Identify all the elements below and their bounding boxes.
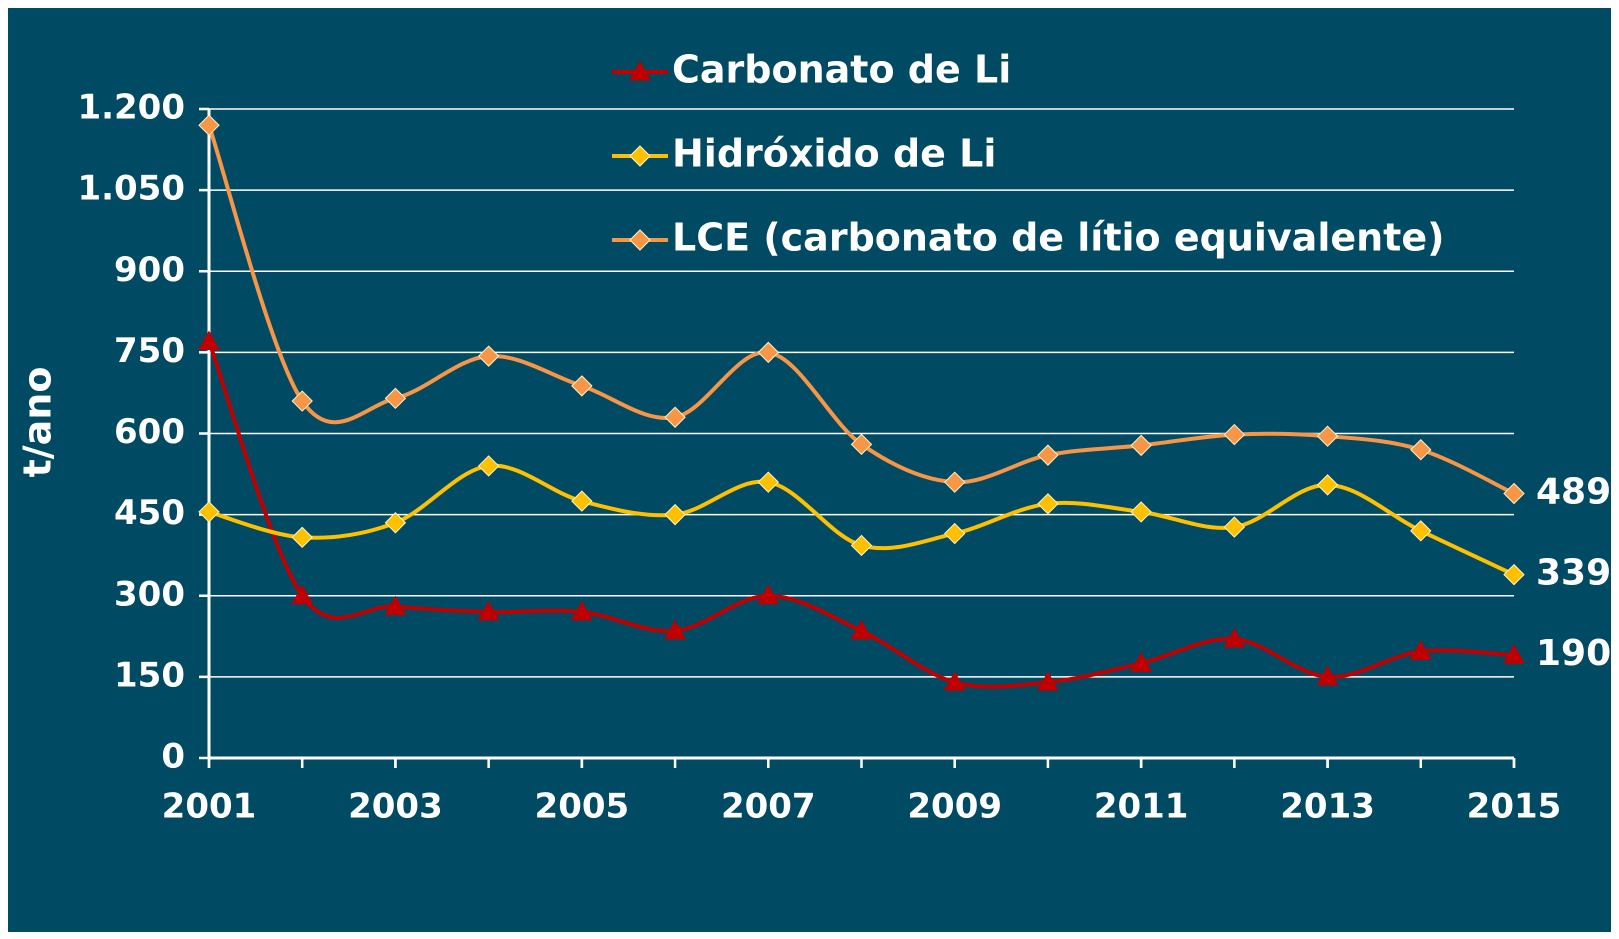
data-point (850, 619, 873, 640)
data-point (571, 600, 593, 621)
x-tick-label: 2001 (162, 787, 257, 827)
data-point (571, 375, 593, 397)
x-tick-label: 2007 (721, 787, 816, 827)
data-point (198, 330, 220, 351)
data-point (291, 390, 313, 412)
chart-background (8, 8, 1611, 932)
legend-label: Hidróxido de Li (672, 132, 996, 176)
data-point (1130, 501, 1152, 523)
x-tick-label: 2003 (348, 787, 443, 827)
data-point (477, 600, 500, 621)
data-point (1223, 627, 1246, 648)
end-label: 190 (1536, 633, 1611, 674)
y-tick-label: 1.200 (77, 88, 185, 128)
legend-marker (629, 145, 651, 167)
data-point (850, 433, 873, 456)
data-point (1037, 444, 1059, 466)
data-point (1037, 671, 1059, 691)
data-point (291, 526, 313, 549)
data-point (1410, 439, 1432, 461)
y-tick-label: 900 (114, 250, 185, 290)
data-point (1503, 563, 1525, 586)
data-point (850, 534, 873, 557)
y-axis-label: t/ano (16, 367, 60, 478)
y-tick-label: 0 (161, 737, 185, 777)
data-point (1503, 482, 1525, 505)
data-point (291, 584, 314, 605)
data-point (198, 501, 220, 523)
data-point (198, 114, 220, 136)
data-point (944, 522, 966, 545)
data-point (664, 619, 686, 640)
x-tick-label: 2015 (1467, 787, 1562, 827)
series-line (207, 340, 1515, 689)
legend-label: LCE (carbonato de lítio equivalente) (672, 216, 1444, 260)
data-point (571, 490, 593, 512)
data-point (477, 455, 500, 477)
y-tick-label: 450 (114, 493, 185, 533)
data-point (1223, 423, 1246, 446)
data-point (1316, 474, 1339, 496)
data-point (943, 671, 966, 691)
x-tick-label: 2011 (1094, 787, 1189, 827)
data-point (757, 341, 779, 364)
y-tick-label: 300 (114, 574, 185, 614)
legend-label: Carbonato de Li (672, 48, 1011, 92)
data-point (1223, 516, 1246, 538)
data-point (1037, 493, 1059, 515)
data-point (1409, 640, 1432, 660)
end-label: 489 (1536, 472, 1611, 513)
x-tick-label: 2009 (907, 787, 1002, 827)
y-tick-label: 150 (114, 655, 185, 695)
data-point (1410, 520, 1432, 542)
x-tick-label: 2005 (535, 787, 630, 827)
end-label: 339 (1536, 553, 1611, 594)
data-point (664, 406, 686, 428)
data-point (757, 471, 779, 493)
legend-marker (629, 229, 651, 251)
data-point (664, 503, 686, 526)
data-point (944, 471, 966, 493)
data-point (477, 345, 500, 367)
data-point (1130, 434, 1152, 457)
data-point (1316, 425, 1339, 447)
data-point (384, 387, 407, 410)
data-point (384, 512, 407, 534)
data-point (757, 584, 780, 605)
data-point (384, 595, 407, 616)
series-line (207, 124, 1515, 496)
legend-marker (629, 60, 651, 81)
data-point (1316, 665, 1339, 686)
y-tick-label: 600 (114, 412, 185, 452)
data-point (1130, 652, 1152, 672)
y-tick-label: 750 (114, 331, 185, 371)
data-point (1503, 644, 1525, 664)
y-tick-label: 1.050 (77, 169, 185, 209)
x-tick-label: 2013 (1280, 787, 1375, 827)
